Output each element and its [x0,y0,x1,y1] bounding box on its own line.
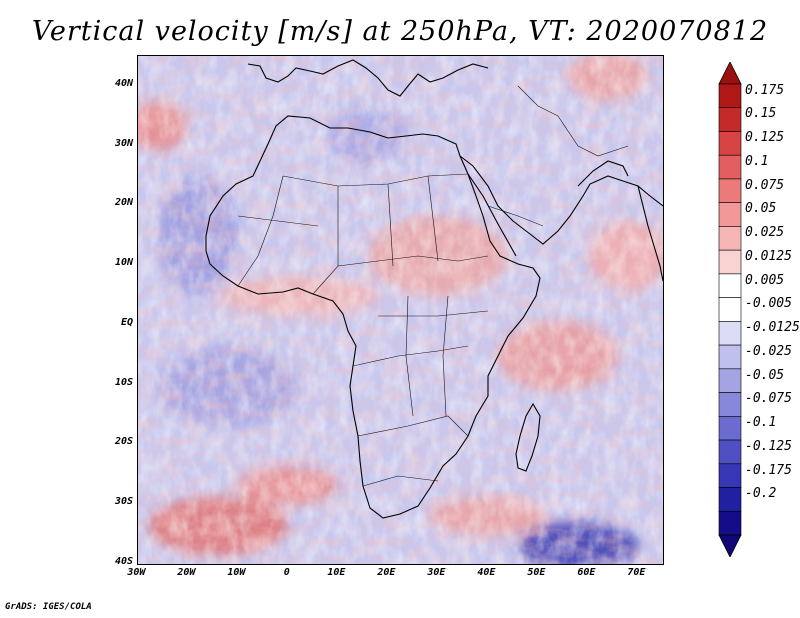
colorbar-tick-label: 0.125 [745,130,785,146]
lon-tick-label: 30E [427,567,446,578]
colorbar-segment [718,249,742,275]
colorbar-segment [718,273,742,298]
colorbar-segment [718,226,742,251]
arabia-coastline [459,155,663,245]
lat-tick-label: 10N [114,257,133,269]
colorbar-segment [718,510,742,536]
colorbar-tick-label: 0.025 [745,225,785,241]
lon-tick-label: 20W [177,567,196,578]
colorbar-tick-label: -0.2 [745,486,777,502]
colorbar-tick-label: 0.075 [745,177,785,193]
lat-tick-label: EQ [120,316,133,328]
india-coastline [637,185,663,282]
colorbar-tick-label: 0.05 [745,201,777,217]
colorbar-segment [718,439,742,465]
lat-tick-label: 40N [114,77,133,89]
lon-tick-label: 20E [377,567,396,578]
lat-tick-label: 30N [114,137,133,149]
colorbar [718,62,742,557]
lon-tick-label: 70E [627,567,646,578]
gulf-coastline [577,160,629,187]
colorbar-tick-label: -0.1 [745,415,777,431]
colorbar-segment [718,487,742,512]
europe-coastline [247,59,489,97]
colorbar-segment [718,463,742,488]
colorbar-segment [718,297,742,322]
lat-tick-label: 20N [114,197,133,209]
lon-tick-label: 40E [477,567,496,578]
lon-tick-label: 50E [527,567,546,578]
colorbar-segment [718,344,742,370]
lon-tick-label: 10W [227,567,246,578]
lon-tick-label: 30W [127,567,146,578]
colorbar-top-arrow [718,62,742,85]
red-sea-coast [467,173,517,257]
lon-tick-label: 10E [327,567,346,578]
lon-tick-label: 60E [577,567,596,578]
colorbar-segment [718,178,742,203]
chart-title: Vertical velocity [m/s] at 250hPa, VT: 2… [31,16,769,47]
colorbar-segment [718,321,742,346]
colorbar-bottom-arrow [718,534,742,557]
colorbar-tick-label: -0.025 [745,343,792,359]
colorbar-tick-label: 0.005 [745,272,785,288]
colorbar-tick-label: -0.005 [745,296,792,312]
colorbar-segment [718,154,742,180]
lon-tick-label: 0 [283,567,290,578]
lat-tick-label: 30S [114,496,133,508]
lat-tick-label: 20S [114,436,133,448]
lat-tick-label: 10S [114,376,133,388]
colorbar-segment [718,131,742,156]
colorbar-segment [718,83,742,109]
madagascar-coastline [515,402,541,472]
lat-tick-label: 40S [114,556,133,567]
colorbar-tick-label: -0.075 [745,391,792,407]
colorbar-segment [718,368,742,393]
colorbar-tick-label: -0.0125 [745,320,800,336]
colorbar-segment [718,107,742,132]
colorbar-tick-label: -0.05 [745,367,785,383]
country-borders [237,85,629,487]
colorbar-tick-label: -0.125 [745,438,792,454]
colorbar-segment [718,392,742,417]
colorbar-segment [718,416,742,441]
colorbar-tick-label: 0.1 [745,153,769,169]
colorbar-tick-label: 0.175 [745,82,785,98]
colorbar-tick-label: 0.0125 [745,248,792,264]
colorbar-segment [718,202,742,227]
colorbar-tick-label: -0.175 [745,462,792,478]
footer-credit: GrADS: IGES/COLA [5,602,92,612]
map-panel [137,55,664,565]
vertical-velocity-field [138,56,663,564]
colorbar-tick-label: 0.15 [745,106,777,122]
